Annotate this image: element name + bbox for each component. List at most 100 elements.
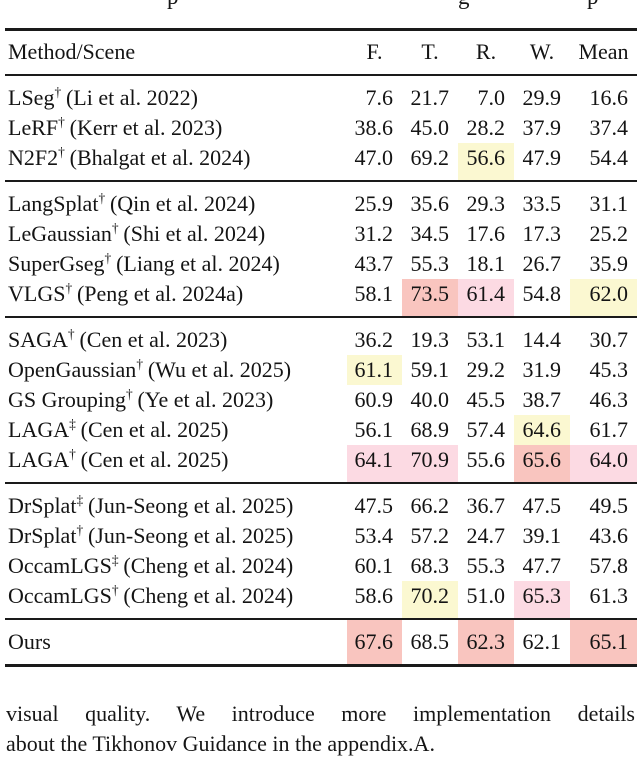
value-cell: 49.5 bbox=[589, 493, 629, 518]
value-cell: 56.6 bbox=[458, 143, 514, 181]
value-cell: 57.8 bbox=[589, 553, 629, 578]
method-cell: GS Grouping† (Ye et al. 2023) bbox=[5, 385, 347, 415]
value-cell: 33.5 bbox=[522, 191, 562, 216]
value-cell: 55.3 bbox=[410, 251, 450, 276]
value-cell: 30.7 bbox=[589, 327, 629, 352]
value-cell: 7.0 bbox=[477, 85, 506, 110]
value-cell: 70.2 bbox=[402, 581, 458, 619]
value-cell: 58.1 bbox=[354, 281, 394, 306]
value-cell: 55.6 bbox=[466, 447, 506, 472]
value-cell: 61.4 bbox=[458, 279, 514, 317]
method-citation: (Jun-Seong et al. 2025) bbox=[87, 493, 294, 518]
value-cell: 25.2 bbox=[589, 221, 629, 246]
method-marker: † bbox=[104, 250, 112, 266]
method-marker: † bbox=[76, 522, 84, 538]
method-name: DrSplat bbox=[8, 493, 77, 518]
method-cell: LAGA‡ (Cen et al. 2025) bbox=[5, 415, 347, 445]
value-cell: 38.6 bbox=[354, 115, 394, 140]
method-cell: Ours bbox=[5, 619, 347, 666]
table-header: Method/Scene F. T. R. W. Mean bbox=[5, 29, 637, 76]
table-row: LangSplat† (Qin et al. 2024) 25.9 35.6 29.3 3… bbox=[5, 181, 637, 219]
method-name: OccamLGS bbox=[8, 553, 112, 578]
value-cell: 18.1 bbox=[466, 251, 506, 276]
value-cell: 25.9 bbox=[354, 191, 394, 216]
method-name: OpenGaussian bbox=[8, 357, 137, 382]
value-cell: 73.5 bbox=[402, 279, 458, 317]
value-cell: 14.4 bbox=[522, 327, 562, 352]
value-cell: 65.1 bbox=[570, 619, 637, 666]
method-name: N2F2 bbox=[8, 145, 59, 170]
method-marker: ‡ bbox=[69, 416, 76, 432]
value-cell: 60.9 bbox=[354, 387, 394, 412]
method-cell: N2F2† (Bhalgat et al. 2024) bbox=[5, 143, 347, 181]
table-row: LAGA‡ (Cen et al. 2025) 56.1 68.9 57.4 64.6 61… bbox=[5, 415, 637, 445]
method-citation: (Cheng et al. 2024) bbox=[123, 553, 294, 578]
column-header-t: T. bbox=[402, 29, 458, 76]
value-cell: 17.3 bbox=[522, 221, 562, 246]
column-header-r: R. bbox=[458, 29, 514, 76]
value-cell: 43.6 bbox=[589, 523, 629, 548]
value-cell: 31.2 bbox=[354, 221, 394, 246]
value-cell: 51.0 bbox=[466, 583, 506, 608]
method-citation: (Cheng et al. 2024) bbox=[123, 583, 294, 608]
value-cell: 60.1 bbox=[354, 553, 394, 578]
results-table: Method/Scene F. T. R. W. Mean LSeg† (Li et al.… bbox=[5, 28, 637, 667]
value-cell: 54.4 bbox=[589, 145, 629, 170]
value-cell: 61.3 bbox=[589, 583, 629, 608]
value-cell: 24.7 bbox=[466, 523, 506, 548]
table-row: SAGA† (Cen et al. 2023) 36.2 19.3 53.1 14.4 30… bbox=[5, 317, 637, 355]
caption-fragment: p bbox=[587, 0, 599, 10]
method-cell: LeGaussian† (Shi et al. 2024) bbox=[5, 219, 347, 249]
value-cell: 62.3 bbox=[458, 619, 514, 666]
method-cell: OpenGaussian† (Wu et al. 2025) bbox=[5, 355, 347, 385]
table-row: LSeg† (Li et al. 2022) 7.6 21.7 7.0 29.9 16.6 bbox=[5, 75, 637, 113]
method-name: LeRF bbox=[8, 115, 59, 140]
table-row: OccamLGS‡ (Cheng et al. 2024) 60.1 68.3 55.3… bbox=[5, 551, 637, 581]
value-cell: 28.2 bbox=[466, 115, 506, 140]
method-name: Ours bbox=[8, 629, 51, 654]
value-cell: 36.2 bbox=[354, 327, 394, 352]
method-citation: (Peng et al. 2024a) bbox=[76, 281, 244, 306]
body-text-line-2: about the Tikhonov Guidance in the appen… bbox=[6, 731, 435, 756]
caption-fragment: g bbox=[458, 0, 470, 10]
column-header-w: W. bbox=[514, 29, 570, 76]
table-row: DrSplat† (Jun-Seong et al. 2025) 53.4 57.2 2… bbox=[5, 521, 637, 551]
method-cell: DrSplat† (Jun-Seong et al. 2025) bbox=[5, 521, 347, 551]
value-cell: 67.6 bbox=[347, 619, 402, 666]
value-cell: 64.1 bbox=[347, 445, 402, 483]
value-cell: 68.9 bbox=[410, 417, 450, 442]
value-cell: 36.7 bbox=[466, 493, 506, 518]
value-cell: 57.4 bbox=[466, 417, 506, 442]
method-cell: OccamLGS‡ (Cheng et al. 2024) bbox=[5, 551, 347, 581]
table-group-5: Ours 67.6 68.5 62.3 62.1 65.1 bbox=[5, 619, 637, 666]
method-citation: (Cen et al. 2023) bbox=[79, 327, 228, 352]
method-name: VLGS bbox=[8, 281, 66, 306]
table-row: N2F2† (Bhalgat et al. 2024) 47.0 69.2 56.6 47… bbox=[5, 143, 637, 181]
value-cell: 39.1 bbox=[522, 523, 562, 548]
method-citation: (Jun-Seong et al. 2025) bbox=[87, 523, 294, 548]
table-group-2: LangSplat† (Qin et al. 2024) 25.9 35.6 29.3 3… bbox=[5, 181, 637, 317]
method-citation: (Li et al. 2022) bbox=[65, 85, 198, 110]
value-cell: 47.0 bbox=[354, 145, 394, 170]
method-name: LAGA bbox=[8, 447, 70, 472]
value-cell: 31.1 bbox=[589, 191, 629, 216]
value-cell: 21.7 bbox=[410, 85, 450, 110]
method-name: OccamLGS bbox=[8, 583, 112, 608]
value-cell: 70.9 bbox=[402, 445, 458, 483]
method-citation: (Kerr et al. 2023) bbox=[69, 115, 223, 140]
method-marker: ‡ bbox=[111, 552, 119, 568]
table-row: SuperGseg† (Liang et al. 2024) 43.7 55.3 18.… bbox=[5, 249, 637, 279]
method-marker: † bbox=[111, 582, 119, 598]
method-cell: SAGA† (Cen et al. 2023) bbox=[5, 317, 347, 355]
table-row: GS Grouping† (Ye et al. 2023) 60.9 40.0 45.5… bbox=[5, 385, 637, 415]
method-marker: † bbox=[58, 114, 65, 130]
value-cell: 64.0 bbox=[570, 445, 637, 483]
method-marker: † bbox=[69, 446, 76, 462]
method-citation: (Cen et al. 2025) bbox=[80, 447, 229, 472]
method-citation: (Cen et al. 2025) bbox=[80, 417, 229, 442]
value-cell: 16.6 bbox=[589, 85, 629, 110]
value-cell: 57.2 bbox=[410, 523, 450, 548]
table-group-4: DrSplat‡ (Jun-Seong et al. 2025) 47.5 66.2 3… bbox=[5, 483, 637, 619]
method-marker: ‡ bbox=[76, 492, 84, 508]
